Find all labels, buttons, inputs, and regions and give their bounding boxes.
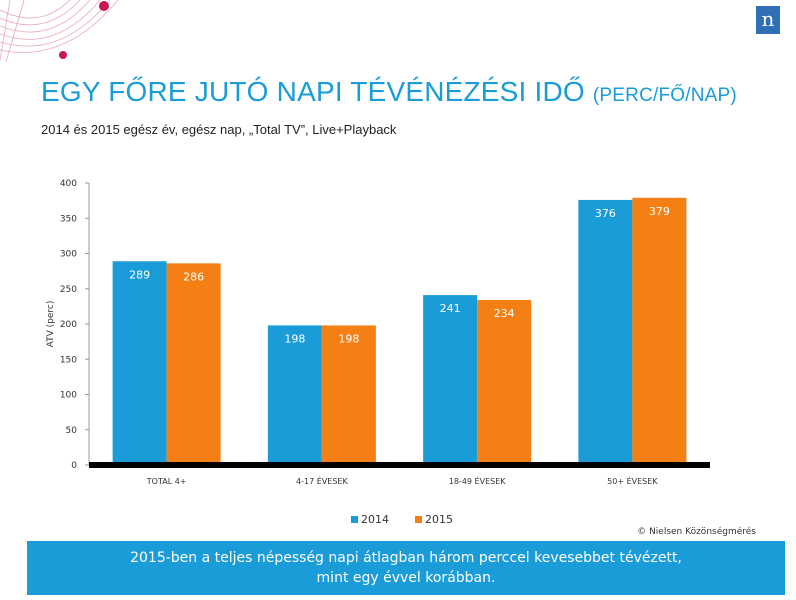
bar-2014-2 — [423, 295, 478, 465]
y-axis-label: ATV (perc) — [46, 301, 56, 348]
page-title: EGY FŐRE JUTÓ NAPI TÉVÉNÉZÉSI IDŐ (PERC/… — [41, 76, 737, 108]
x-axis-line — [89, 462, 710, 468]
nielsen-logo: n — [756, 6, 780, 34]
y-axis: 0 50 100 150 200 250 300 350 400 — [60, 179, 90, 471]
bar-2015-2 — [477, 300, 532, 465]
legend-label-2015: 2015 — [425, 513, 453, 526]
bar-2014-3 — [578, 199, 633, 466]
bar-2015-1 — [321, 325, 376, 465]
legend: 2014 2015 — [351, 513, 453, 526]
y-tick-label: 350 — [60, 214, 77, 224]
data-label-2014-1: 198 — [284, 332, 305, 345]
y-tick-label: 300 — [60, 250, 77, 260]
footer-banner: 2015-ben a teljes népesség napi átlagban… — [27, 541, 785, 595]
x-tick-label: 18-49 ÉVESEK — [449, 475, 507, 486]
title-main: EGY FŐRE JUTÓ NAPI TÉVÉNÉZÉSI IDŐ — [41, 76, 585, 107]
x-tick-label: 4-17 ÉVESEK — [296, 475, 348, 486]
data-label-2014-2: 241 — [440, 302, 461, 315]
y-tick-label: 100 — [60, 391, 77, 401]
y-tick-label: 250 — [60, 285, 77, 295]
data-label-2015-0: 286 — [183, 270, 204, 283]
legend-swatch-2014 — [351, 516, 358, 523]
decoration-dot-small — [59, 51, 67, 59]
x-tick-label: 50+ ÉVESEK — [607, 475, 658, 486]
y-tick-label: 400 — [60, 179, 77, 189]
title-unit: (PERC/FŐ/NAP) — [592, 85, 737, 106]
footer-line-2: mint egy évvel korábban. — [316, 570, 496, 586]
source-note: © Nielsen Közönségmérés — [637, 527, 756, 537]
x-axis: TOTAL 4+ 4-17 ÉVESEK 18-49 ÉVESEK 50+ ÉVESE… — [89, 462, 710, 486]
data-label-2015-1: 198 — [338, 332, 359, 345]
subtitle: 2014 és 2015 egész év, egész nap, „Total… — [41, 122, 397, 137]
bar-2014-0 — [112, 261, 167, 465]
y-tick-label: 200 — [60, 320, 77, 330]
bar-2014-1 — [267, 325, 322, 465]
data-label-2014-0: 289 — [129, 268, 150, 281]
corner-decoration — [0, 0, 119, 63]
legend-swatch-2015 — [415, 516, 422, 523]
data-label-2014-3: 376 — [595, 207, 616, 220]
bars: 289 286 198 198 241 234 376 379 — [112, 197, 687, 466]
footer-line-1: 2015-ben a teljes népesség napi átlagban… — [130, 550, 682, 566]
y-tick-label: 50 — [66, 426, 78, 436]
x-tick-label: TOTAL 4+ — [146, 477, 187, 486]
bar-2015-3 — [632, 197, 687, 465]
data-label-2015-2: 234 — [494, 307, 515, 320]
legend-label-2014: 2014 — [361, 513, 389, 526]
bar-2015-0 — [166, 263, 221, 465]
decoration-dot-large — [99, 1, 109, 11]
data-label-2015-3: 379 — [649, 205, 670, 218]
y-tick-label: 150 — [60, 355, 77, 365]
y-tick-label: 0 — [71, 461, 77, 471]
